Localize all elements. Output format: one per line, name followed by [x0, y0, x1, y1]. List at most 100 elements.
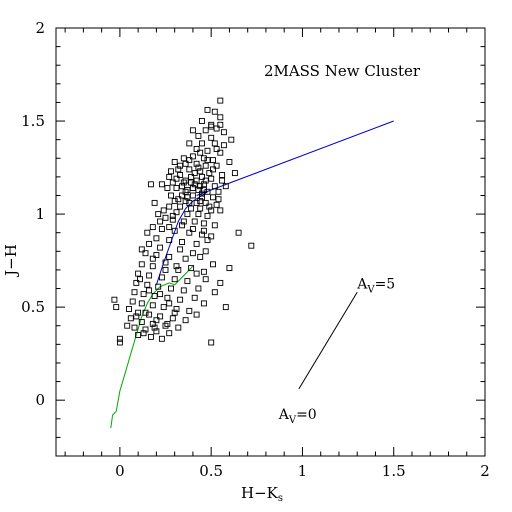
data-point	[211, 140, 218, 147]
data-point	[149, 255, 156, 262]
data-point	[222, 183, 229, 190]
data-point	[146, 311, 153, 318]
data-point	[175, 266, 182, 273]
data-point	[191, 218, 198, 225]
data-point	[189, 153, 196, 160]
data-point	[208, 339, 215, 346]
data-point	[166, 203, 173, 210]
data-point	[208, 123, 215, 130]
data-point	[182, 188, 189, 195]
data-point	[188, 173, 195, 180]
data-point	[177, 296, 184, 303]
data-point	[186, 307, 193, 314]
data-point	[166, 253, 173, 260]
annotation-text: A	[278, 407, 290, 423]
data-point	[217, 279, 224, 286]
data-point	[116, 335, 123, 342]
data-point	[200, 155, 207, 162]
data-point	[200, 300, 207, 307]
data-point	[140, 330, 147, 337]
data-point	[189, 226, 196, 232]
data-point	[133, 279, 140, 286]
data-point	[193, 240, 200, 247]
data-point	[186, 157, 193, 164]
data-point	[206, 203, 213, 210]
data-point	[202, 177, 209, 184]
data-point	[126, 306, 132, 312]
data-point	[213, 162, 220, 169]
data-point	[157, 313, 164, 320]
data-point	[168, 192, 174, 199]
extinction-annotation: AV=0	[278, 407, 317, 426]
data-point	[210, 166, 216, 173]
x-axis-label-subscript: s	[278, 493, 283, 504]
data-point	[226, 159, 233, 165]
data-point	[200, 220, 207, 227]
data-point	[138, 246, 145, 253]
data-point	[153, 235, 160, 242]
data-point	[191, 294, 198, 301]
data-point	[180, 218, 187, 225]
data-point	[180, 287, 187, 294]
data-point	[208, 134, 215, 141]
data-point	[149, 320, 156, 327]
y-tick-label: 0	[35, 391, 45, 409]
data-point	[137, 276, 143, 283]
data-point	[213, 146, 220, 152]
data-point	[220, 142, 227, 149]
data-point	[184, 211, 191, 218]
data-point	[226, 265, 233, 272]
data-point	[171, 276, 178, 283]
data-point	[162, 259, 169, 266]
data-point	[151, 324, 158, 331]
chart-marks: AV=5AV=0	[110, 97, 395, 429]
data-point	[200, 186, 207, 193]
data-point	[186, 229, 193, 236]
data-point	[220, 129, 227, 136]
data-point	[138, 261, 145, 268]
data-point	[142, 309, 149, 316]
data-point	[204, 212, 211, 219]
data-point	[202, 248, 209, 255]
data-point	[160, 304, 167, 311]
data-point	[160, 207, 167, 214]
data-point	[171, 227, 178, 234]
data-point	[211, 222, 218, 229]
y-tick-label: 1	[35, 205, 45, 223]
data-point	[144, 229, 151, 236]
data-point	[166, 330, 173, 337]
data-point	[146, 240, 153, 247]
data-point	[204, 106, 211, 113]
data-point	[131, 289, 138, 296]
x-tick-label: 0	[115, 462, 125, 480]
data-point	[177, 203, 184, 210]
data-point	[195, 132, 202, 139]
data-point	[168, 285, 174, 292]
data-point	[186, 199, 193, 206]
data-point	[208, 207, 215, 214]
data-point	[248, 242, 255, 249]
data-point	[175, 324, 182, 331]
data-point	[199, 190, 205, 197]
x-tick-label: 2	[480, 462, 490, 480]
data-point	[162, 266, 169, 273]
data-point	[124, 322, 131, 329]
data-point	[149, 263, 156, 270]
data-point	[151, 293, 158, 299]
data-point	[211, 108, 218, 115]
x-axis-label-main: H−K	[241, 484, 279, 502]
data-point	[164, 320, 171, 327]
x-axis-label: H−Ks	[241, 484, 283, 504]
data-point	[146, 287, 153, 294]
data-point	[193, 146, 200, 152]
data-point	[182, 177, 189, 184]
data-point	[208, 175, 215, 182]
data-point	[179, 183, 185, 190]
x-tick-label: 1	[298, 462, 308, 480]
data-point	[149, 302, 156, 309]
data-point	[155, 211, 162, 218]
data-point	[173, 263, 180, 270]
data-point	[184, 186, 191, 193]
data-point	[179, 239, 185, 245]
data-point	[210, 261, 216, 268]
